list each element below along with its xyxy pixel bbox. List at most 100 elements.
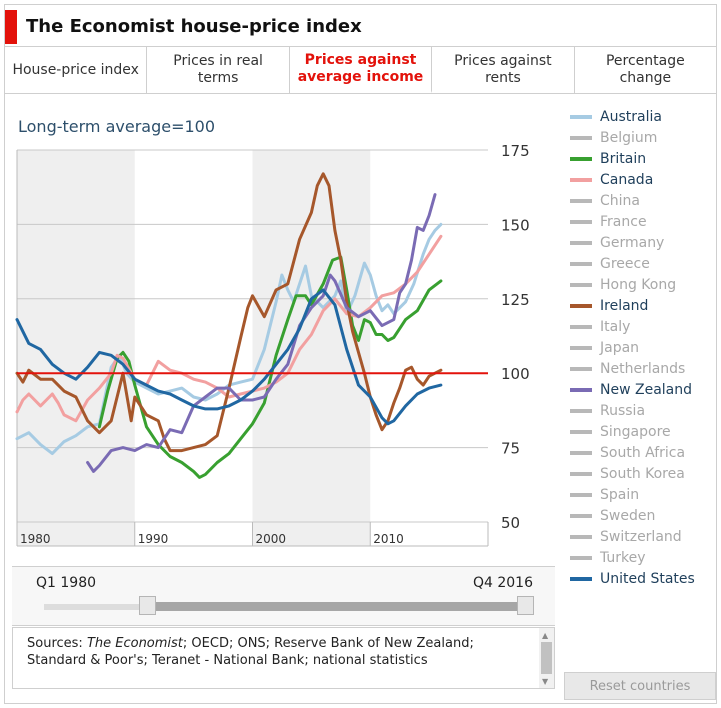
- tab-prices-against-rents[interactable]: Prices against rents: [432, 47, 575, 93]
- legend-label: Germany: [600, 234, 665, 251]
- legend-item-netherlands[interactable]: Netherlands: [570, 358, 710, 379]
- legend-label: Turkey: [600, 549, 646, 566]
- legend-item-belgium[interactable]: Belgium: [570, 127, 710, 148]
- scrollbar-thumb[interactable]: [541, 642, 552, 674]
- time-range-slider: Q1 1980 Q4 2016: [12, 566, 555, 626]
- legend-item-australia[interactable]: Australia: [570, 106, 710, 127]
- range-start-handle[interactable]: [139, 596, 156, 615]
- title-accent-bar: [5, 10, 17, 44]
- legend-item-new-zealand[interactable]: New Zealand: [570, 379, 710, 400]
- y-tick-label: 175: [501, 142, 530, 160]
- country-legend: Australia Belgium Britain Canada China France…: [570, 106, 710, 589]
- range-start-label: Q1 1980: [36, 575, 97, 591]
- chart-subtitle: Long-term average=100: [18, 117, 216, 136]
- series-line-britain: [97, 255, 443, 479]
- legend-swatch: [570, 534, 592, 539]
- legend-swatch: [570, 429, 592, 434]
- legend-label: Greece: [600, 255, 650, 272]
- legend-swatch: [570, 408, 592, 413]
- legend-swatch: [570, 135, 592, 140]
- x-tick-label: 1990: [138, 532, 169, 546]
- legend-swatch: [570, 114, 592, 119]
- tab-label: Percentage change: [605, 53, 685, 86]
- legend-item-singapore[interactable]: Singapore: [570, 421, 710, 442]
- legend-label: Australia: [600, 108, 662, 125]
- legend-swatch: [570, 387, 592, 392]
- y-tick-label: 100: [501, 365, 530, 383]
- page-title: The Economist house-price index: [26, 16, 362, 37]
- tab-house-price-index[interactable]: House-price index: [5, 47, 148, 93]
- tab-prices-in-real-terms[interactable]: Prices in real terms: [147, 47, 290, 93]
- legend-swatch: [570, 345, 592, 350]
- legend-item-turkey[interactable]: Turkey: [570, 547, 710, 568]
- legend-label: Russia: [600, 402, 646, 419]
- legend-item-sweden[interactable]: Sweden: [570, 505, 710, 526]
- legend-label: Hong Kong: [600, 276, 677, 293]
- tab-label: Prices against average income: [297, 52, 424, 85]
- legend-label: Japan: [600, 339, 640, 356]
- reset-countries-button[interactable]: Reset countries: [564, 672, 716, 700]
- tab-label: Prices in real terms: [173, 53, 263, 86]
- title-bar: The Economist house-price index: [5, 10, 711, 44]
- legend-label: United States: [600, 570, 695, 587]
- legend-item-germany[interactable]: Germany: [570, 232, 710, 253]
- legend-label: Ireland: [600, 297, 649, 314]
- range-end-label: Q4 2016: [472, 575, 533, 591]
- scroll-down-arrow-icon[interactable]: ▼: [542, 677, 549, 686]
- x-tick-label: 2010: [373, 532, 404, 546]
- legend-item-united-states[interactable]: United States: [570, 568, 710, 589]
- legend-item-switzerland[interactable]: Switzerland: [570, 526, 710, 547]
- legend-swatch: [570, 324, 592, 329]
- tab-percentage-change[interactable]: Percentage change: [574, 47, 717, 93]
- legend-swatch: [570, 282, 592, 287]
- tab-prices-against-average-income[interactable]: Prices against average income: [289, 47, 433, 93]
- legend-item-russia[interactable]: Russia: [570, 400, 710, 421]
- legend-swatch: [570, 219, 592, 224]
- x-tick-label: 2000: [256, 532, 287, 546]
- slider-selected-range[interactable]: [148, 602, 522, 611]
- legend-label: France: [600, 213, 647, 230]
- sources-publication: The Economist: [86, 636, 183, 651]
- scroll-up-arrow-icon[interactable]: ▲: [542, 631, 549, 640]
- legend-label: New Zealand: [600, 381, 692, 398]
- sources-text: Sources: The Economist; OECD; ONS; Reser…: [27, 635, 527, 669]
- legend-item-japan[interactable]: Japan: [570, 337, 710, 358]
- legend-label: Singapore: [600, 423, 671, 440]
- legend-item-italy[interactable]: Italy: [570, 316, 710, 337]
- legend-label: Canada: [600, 171, 654, 188]
- sources-scrollbar[interactable]: ▲ ▼: [539, 628, 554, 688]
- legend-item-france[interactable]: France: [570, 211, 710, 232]
- line-chart: 50 75 100 125 150 175 1980 1990 2000 2010: [15, 142, 530, 547]
- legend-item-canada[interactable]: Canada: [570, 169, 710, 190]
- legend-item-south-africa[interactable]: South Africa: [570, 442, 710, 463]
- legend-label: China: [600, 192, 640, 209]
- legend-label: South Korea: [600, 465, 685, 482]
- legend-swatch: [570, 576, 592, 581]
- legend-label: Italy: [600, 318, 631, 335]
- legend-swatch: [570, 450, 592, 455]
- series-line-new-zealand: [86, 193, 437, 473]
- legend-item-china[interactable]: China: [570, 190, 710, 211]
- legend-item-britain[interactable]: Britain: [570, 148, 710, 169]
- legend-item-spain[interactable]: Spain: [570, 484, 710, 505]
- y-tick-label: 75: [501, 440, 520, 458]
- legend-item-south-korea[interactable]: South Korea: [570, 463, 710, 484]
- y-tick-label: 125: [501, 291, 530, 309]
- legend-swatch: [570, 513, 592, 518]
- legend-item-greece[interactable]: Greece: [570, 253, 710, 274]
- series-line-united-states: [15, 288, 443, 426]
- legend-item-hong-kong[interactable]: Hong Kong: [570, 274, 710, 295]
- legend-swatch: [570, 177, 592, 182]
- legend-label: South Africa: [600, 444, 686, 461]
- range-end-handle[interactable]: [517, 596, 534, 615]
- legend-label: Netherlands: [600, 360, 686, 377]
- y-tick-label: 150: [501, 216, 530, 234]
- legend-swatch: [570, 156, 592, 161]
- tab-bar: House-price index Prices in real terms P…: [5, 46, 717, 94]
- widget-frame: [4, 4, 717, 704]
- legend-swatch: [570, 555, 592, 560]
- legend-swatch: [570, 366, 592, 371]
- legend-item-ireland[interactable]: Ireland: [570, 295, 710, 316]
- legend-label: Sweden: [600, 507, 656, 524]
- legend-label: Switzerland: [600, 528, 682, 545]
